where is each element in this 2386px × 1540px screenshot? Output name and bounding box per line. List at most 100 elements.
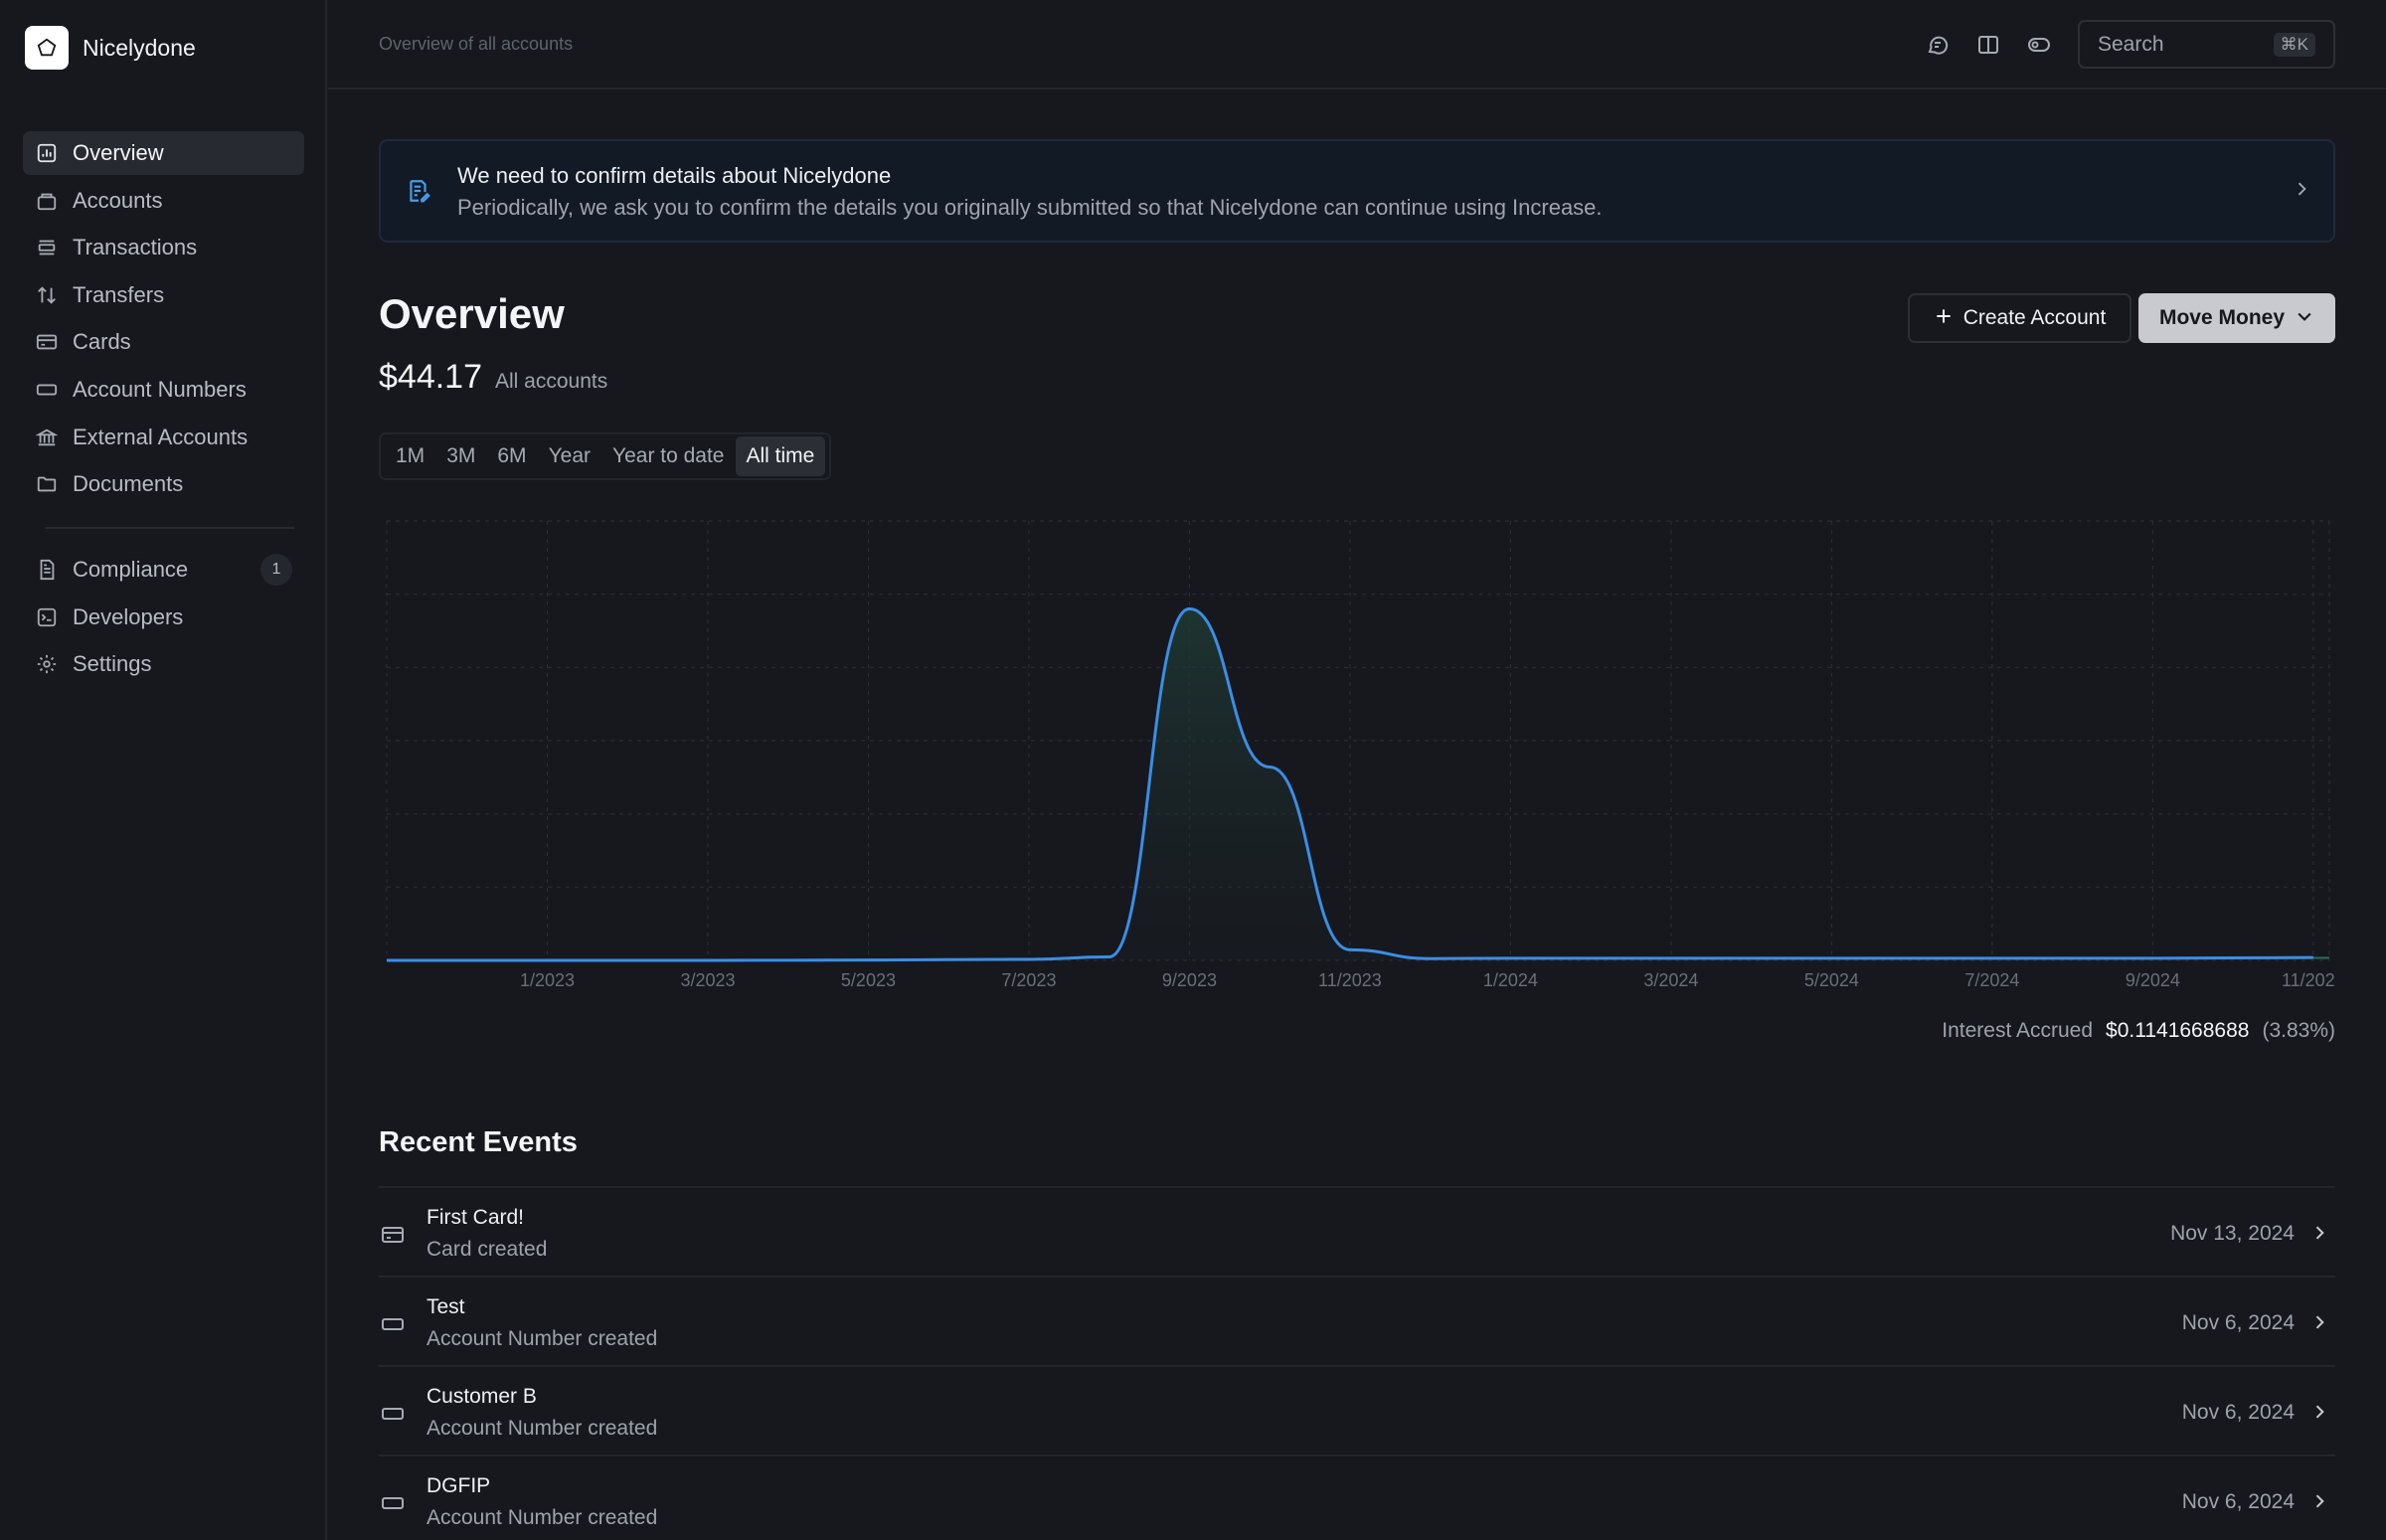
chart-icon bbox=[35, 141, 59, 165]
sidebar-item-account-numbers[interactable]: Account Numbers bbox=[23, 368, 304, 412]
list-item[interactable]: First Card! Card created Nov 13, 2024 bbox=[379, 1186, 2335, 1276]
x-tick-label: 9/2024 bbox=[2126, 970, 2180, 990]
sidebar-item-developers[interactable]: Developers bbox=[23, 596, 304, 639]
sidebar-item-settings[interactable]: Settings bbox=[23, 642, 304, 686]
banner-text: Periodically, we ask you to confirm the … bbox=[457, 195, 1603, 220]
create-account-button[interactable]: Create Account bbox=[1908, 293, 2131, 343]
list-item[interactable]: Customer B Account Number created Nov 6,… bbox=[379, 1365, 2335, 1454]
event-title: DGFIP bbox=[426, 1474, 491, 1497]
number-icon bbox=[381, 1491, 405, 1520]
chart-x-ticks: 1/2023 3/2023 5/2023 7/2023 9/2023 11/2023 1/2… bbox=[520, 970, 2335, 990]
x-tick-label: 1/2023 bbox=[520, 970, 575, 990]
balance: $44.17 All accounts bbox=[379, 358, 607, 397]
sidebar-item-label: Transactions bbox=[73, 235, 198, 260]
x-tick-label: 11/2023 bbox=[1318, 970, 1382, 990]
document-edit-icon bbox=[406, 178, 431, 209]
event-subtitle: Card created bbox=[426, 1238, 548, 1261]
search-input[interactable]: Search ⌘K bbox=[2078, 20, 2335, 69]
x-tick-label: 5/2023 bbox=[841, 970, 896, 990]
chevron-right-icon bbox=[2309, 1223, 2329, 1248]
plus-icon bbox=[1934, 306, 1954, 331]
sidebar-item-label: Documents bbox=[73, 471, 184, 497]
interest-percent: (3.83%) bbox=[2262, 1019, 2335, 1042]
breadcrumb: Overview of all accounts bbox=[379, 34, 574, 54]
tab-year-to-date[interactable]: Year to date bbox=[612, 444, 725, 467]
tab-1m[interactable]: 1M bbox=[396, 444, 426, 467]
chevron-down-icon bbox=[2295, 306, 2314, 331]
chat-icon[interactable] bbox=[1923, 30, 1953, 60]
sidebar-item-compliance[interactable]: Compliance 1 bbox=[23, 548, 304, 592]
chart-grid bbox=[386, 520, 2330, 961]
sidebar-item-label: Cards bbox=[73, 329, 131, 355]
chevron-right-icon bbox=[2309, 1402, 2329, 1427]
sidebar-item-label: Transfers bbox=[73, 281, 165, 307]
event-date: Nov 6, 2024 bbox=[2181, 1401, 2295, 1424]
sidebar-item-label: Compliance bbox=[73, 557, 189, 583]
search-shortcut: ⌘K bbox=[2273, 32, 2315, 57]
chevron-right-icon bbox=[2309, 1312, 2329, 1337]
tab-all-time[interactable]: All time bbox=[735, 436, 826, 476]
recent-events-list: First Card! Card created Nov 13, 2024 Te… bbox=[379, 1186, 2335, 1540]
x-tick-label: 11/2024 bbox=[2282, 970, 2335, 990]
event-subtitle: Account Number created bbox=[426, 1506, 658, 1529]
terminal-icon bbox=[35, 605, 59, 629]
chevron-right-icon bbox=[2309, 1491, 2329, 1516]
pentagon-icon bbox=[25, 26, 69, 70]
x-tick-label: 5/2024 bbox=[1804, 970, 1859, 990]
sidebar-item-transfers[interactable]: Transfers bbox=[23, 273, 304, 317]
event-title: Customer B bbox=[426, 1385, 537, 1408]
list-item[interactable]: Test Account Number created Nov 6, 2024 bbox=[379, 1276, 2335, 1365]
banner-title: We need to confirm details about Nicelyd… bbox=[457, 163, 892, 188]
tab-year[interactable]: Year bbox=[548, 444, 591, 467]
x-tick-label: 1/2024 bbox=[1483, 970, 1538, 990]
x-tick-label: 9/2023 bbox=[1162, 970, 1217, 990]
x-tick-label: 3/2024 bbox=[1643, 970, 1698, 990]
move-money-label: Move Money bbox=[2158, 306, 2286, 329]
number-icon bbox=[35, 378, 59, 402]
sidebar-item-label: Accounts bbox=[73, 187, 163, 213]
toggle-icon[interactable] bbox=[2024, 30, 2054, 60]
event-date: Nov 6, 2024 bbox=[2181, 1490, 2295, 1513]
balance-chart: 1/2023 3/2023 5/2023 7/2023 9/2023 11/2023 1/2… bbox=[386, 520, 2335, 990]
move-money-button[interactable]: Move Money bbox=[2138, 293, 2335, 343]
interest-value: $0.1141668688 bbox=[2106, 1019, 2250, 1042]
document-icon bbox=[35, 558, 59, 582]
tab-3m[interactable]: 3M bbox=[446, 444, 476, 467]
sidebar-item-cards[interactable]: Cards bbox=[23, 320, 304, 364]
compliance-badge: 1 bbox=[260, 554, 292, 587]
top-header: Overview of all accounts Search ⌘K bbox=[328, 0, 2386, 89]
arrows-updown-icon bbox=[35, 283, 59, 307]
create-account-label: Create Account bbox=[1962, 306, 2107, 329]
sidebar-item-documents[interactable]: Documents bbox=[23, 462, 304, 506]
book-icon[interactable] bbox=[1973, 30, 2003, 60]
balance-amount: $44.17 bbox=[379, 358, 482, 396]
sidebar-item-accounts[interactable]: Accounts bbox=[23, 179, 304, 223]
sidebar-item-label: Overview bbox=[73, 140, 164, 165]
confirm-details-banner[interactable]: We need to confirm details about Nicelyd… bbox=[379, 139, 2335, 243]
event-date: Nov 6, 2024 bbox=[2181, 1311, 2295, 1334]
folder-icon bbox=[35, 472, 59, 496]
event-title: First Card! bbox=[426, 1206, 525, 1229]
chevron-right-icon bbox=[2292, 179, 2311, 204]
sidebar-divider bbox=[45, 527, 294, 530]
event-title: Test bbox=[426, 1295, 465, 1318]
sidebar-item-external-accounts[interactable]: External Accounts bbox=[23, 416, 304, 459]
range-tabs: 1M 3M 6M Year Year to date All time bbox=[379, 432, 832, 480]
sidebar-item-label: Developers bbox=[73, 603, 184, 629]
brand[interactable]: Nicelydone bbox=[25, 25, 196, 71]
gear-icon bbox=[35, 652, 59, 676]
card-icon bbox=[35, 330, 59, 354]
sidebar-item-overview[interactable]: Overview bbox=[23, 131, 304, 175]
list-item[interactable]: DGFIP Account Number created Nov 6, 2024 bbox=[379, 1454, 2335, 1540]
recent-events-title: Recent Events bbox=[379, 1126, 578, 1158]
event-subtitle: Account Number created bbox=[426, 1417, 658, 1440]
briefcase-icon bbox=[35, 189, 59, 213]
balance-label: All accounts bbox=[495, 370, 608, 393]
sidebar-item-transactions[interactable]: Transactions bbox=[23, 226, 304, 269]
event-subtitle: Account Number created bbox=[426, 1327, 658, 1350]
event-date: Nov 13, 2024 bbox=[2170, 1222, 2295, 1245]
page-title: Overview bbox=[379, 290, 565, 337]
tab-6m[interactable]: 6M bbox=[497, 444, 527, 467]
card-icon bbox=[381, 1223, 405, 1252]
bank-icon bbox=[35, 426, 59, 449]
